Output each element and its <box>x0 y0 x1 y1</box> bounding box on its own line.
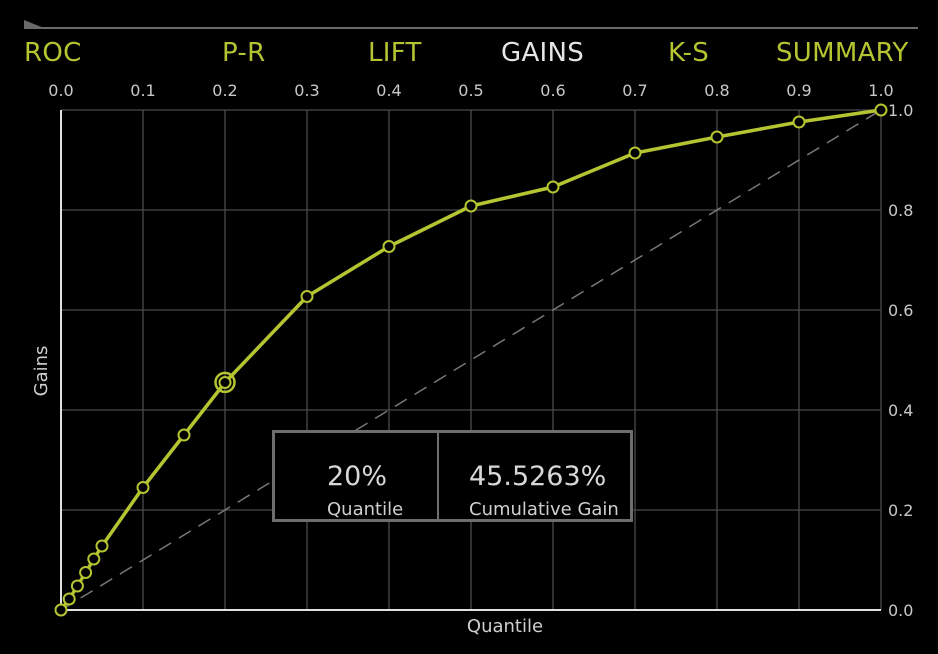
x-tick-label: 0.3 <box>294 81 319 100</box>
data-point[interactable] <box>95 539 109 553</box>
y-axis-label: Gains <box>31 346 52 397</box>
x-tick-label: 0.6 <box>540 81 565 100</box>
tooltip: 20% Quantile 45.5263% Cumulative Gain <box>272 430 633 522</box>
panel-handle-icon[interactable] <box>24 20 44 28</box>
highlight-point[interactable] <box>214 371 236 394</box>
data-point[interactable] <box>87 552 101 566</box>
data-point[interactable] <box>62 592 76 606</box>
x-tick-label: 0.4 <box>376 81 401 100</box>
y-tick-label: 0.2 <box>888 501 913 520</box>
y-tick-label: 0.4 <box>888 401 913 420</box>
data-point[interactable] <box>464 199 478 213</box>
data-point[interactable] <box>546 180 560 194</box>
y-tick-label: 0.0 <box>888 601 913 620</box>
tab-gains[interactable]: GAINS <box>501 38 585 68</box>
data-point[interactable] <box>177 428 191 442</box>
tooltip-quantile-cell: 20% Quantile <box>275 433 437 520</box>
x-axis-label: Quantile <box>467 616 543 637</box>
x-tick-label: 1.0 <box>868 81 893 100</box>
data-point[interactable] <box>300 290 314 303</box>
top-divider <box>24 27 918 29</box>
tooltip-gain-value: 45.5263% <box>469 461 607 492</box>
tab-p-r[interactable]: P-R <box>222 38 266 68</box>
x-tick-label: 0.5 <box>458 81 483 100</box>
tooltip-gain-label: Cumulative Gain <box>469 499 619 520</box>
x-tick-label: 0.7 <box>622 81 647 100</box>
tab-roc[interactable]: ROC <box>24 38 82 68</box>
x-tick-label: 0.2 <box>212 81 237 100</box>
data-point[interactable] <box>710 130 724 144</box>
tooltip-quantile-value: 20% <box>327 461 388 492</box>
x-tick-label: 0.9 <box>786 81 811 100</box>
data-point[interactable] <box>874 103 888 117</box>
data-point[interactable] <box>628 146 642 160</box>
x-tick-label: 0.0 <box>48 81 73 100</box>
data-point[interactable] <box>792 115 806 129</box>
y-tick-label: 0.6 <box>888 301 913 320</box>
data-point[interactable] <box>136 481 150 494</box>
y-tick-labels: 0.0 0.2 0.4 0.6 0.8 1.0 <box>888 101 913 620</box>
y-tick-label: 1.0 <box>888 101 913 120</box>
x-tick-labels: 0.0 0.1 0.2 0.3 0.4 0.5 0.6 0.7 0.8 0.9 1.0 <box>48 81 893 100</box>
tab-summary[interactable]: SUMMARY <box>776 38 909 68</box>
data-point[interactable] <box>218 376 232 389</box>
tooltip-divider <box>437 433 439 519</box>
x-tick-label: 0.1 <box>130 81 155 100</box>
data-point[interactable] <box>382 240 396 253</box>
x-tick-label: 0.8 <box>704 81 729 100</box>
data-point[interactable] <box>79 566 93 579</box>
tooltip-quantile-label: Quantile <box>327 499 404 520</box>
data-point[interactable] <box>54 603 68 617</box>
tooltip-gain-cell: 45.5263% Cumulative Gain <box>439 433 629 520</box>
tab-lift[interactable]: LIFT <box>368 38 422 68</box>
data-points <box>54 103 888 617</box>
y-tick-label: 0.8 <box>888 201 913 220</box>
data-point[interactable] <box>70 579 84 593</box>
tab-k-s[interactable]: K-S <box>668 38 710 68</box>
